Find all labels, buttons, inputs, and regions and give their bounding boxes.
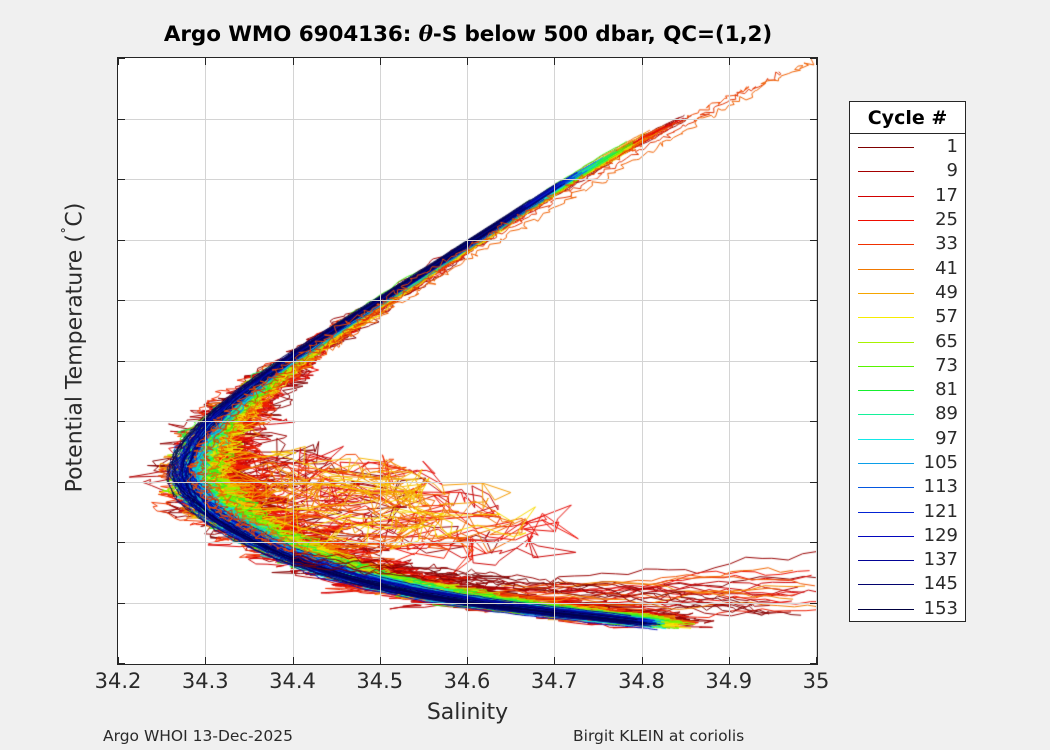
legend-item-label: 17 [935,184,958,206]
legend-item-label: 97 [935,427,958,449]
legend-color-swatch [858,147,914,149]
theta-symbol: θ [418,22,433,47]
legend-color-swatch [858,390,914,392]
legend-item[interactable]: 41 [850,256,965,280]
x-tick-label: 34.3 [181,669,229,693]
legend-item[interactable]: 89 [850,402,965,426]
legend-item[interactable]: 137 [850,548,965,572]
x-axis-tick [816,657,817,664]
legend-color-swatch [858,171,914,173]
legend-item-label: 9 [946,160,958,182]
legend-item[interactable]: 97 [850,427,965,451]
legend-item-label: 145 [923,573,958,595]
legend-color-swatch [858,292,914,294]
legend-item-label: 129 [923,524,958,546]
legend-title: Cycle # [850,102,965,134]
plot-area[interactable] [117,57,818,665]
legend-color-swatch [858,511,914,513]
legend-color-swatch [858,608,914,610]
legend-item[interactable]: 57 [850,305,965,329]
legend-color-swatch [858,244,914,246]
legend-item-label: 81 [935,379,958,401]
legend-item-label: 89 [935,403,958,425]
x-tick-label: 34.4 [269,669,316,693]
y-axis-label-suffix: C) [62,202,88,227]
title-prefix: Argo WMO 6904136: [163,22,419,47]
legend-item[interactable]: 17 [850,184,965,208]
page-title: Argo WMO 6904136: θ-S below 500 dbar, QC… [117,22,819,47]
ts-diagram-canvas [118,58,816,663]
legend-item-label: 105 [923,452,958,473]
legend-item-label: 113 [923,476,958,498]
x-tick-label: 35 [802,669,830,693]
y-axis-tick [118,663,125,664]
gridline-vertical [816,58,817,664]
legend-item[interactable]: 73 [850,354,965,378]
footer-author: Birgit KLEIN at coriolis [573,727,745,745]
y-axis-label: Potential Temperature (˚C) [61,88,88,608]
legend-item-label: 25 [935,209,958,231]
legend-color-swatch [858,463,914,464]
legend-item[interactable]: 9 [850,159,965,183]
x-tick-label: 34.2 [94,669,142,693]
legend-item[interactable]: 81 [850,378,965,402]
legend-color-swatch [858,365,914,367]
legend-item-label: 137 [923,549,958,571]
legend-item-label: 73 [935,354,958,376]
legend-color-swatch [858,317,914,319]
y-axis-tick [810,663,817,664]
x-axis-label: Salinity [426,700,509,725]
legend-item[interactable]: 49 [850,281,965,305]
legend-item[interactable]: 121 [850,499,965,523]
x-axis-tick [816,58,817,65]
x-tick-label: 34.5 [356,669,404,693]
legend-items: 1 9 17 25 33 41 49 57 65 73 81 89 97 105 113 121 129 137 1… [850,134,965,621]
legend-item[interactable]: 65 [850,329,965,353]
legend-item[interactable]: 129 [850,524,965,548]
legend-item[interactable]: 25 [850,208,965,232]
x-tick-label: 34.9 [705,669,753,693]
legend-item-label: 33 [935,233,958,255]
legend-item[interactable]: 33 [850,232,965,256]
title-suffix: -S below 500 dbar, QC=(1,2) [432,22,773,47]
footer-source: Argo WHOI 13-Dec-2025 [103,727,293,745]
legend-color-swatch [858,535,914,537]
legend-color-swatch [858,414,914,416]
legend-color-swatch [858,341,914,343]
degree-icon: ˚ [60,226,79,235]
legend-item-label: 1 [946,136,958,158]
legend-color-swatch [858,195,914,197]
legend-item-label: 49 [935,281,958,303]
legend-color-swatch [858,438,914,440]
x-tick-label: 34.8 [618,669,665,693]
legend-item[interactable]: 153 [850,597,965,621]
legend-color-swatch [858,560,914,562]
legend-item-label: 57 [935,306,958,328]
legend-item-label: 121 [923,500,958,522]
legend-item[interactable]: 145 [850,572,965,596]
legend-item[interactable]: 113 [850,475,965,499]
legend-color-swatch [858,487,914,489]
legend-item-label: 41 [935,257,958,279]
x-tick-label: 34.7 [530,669,578,693]
legend-box[interactable]: Cycle # 1 9 17 25 33 41 49 57 65 73 81 89 97 105 113 12… [849,101,966,622]
legend-item-label: 65 [935,330,958,352]
legend-item[interactable]: 105 [850,451,965,475]
legend-color-swatch [858,220,914,222]
y-axis-label-prefix: Potential Temperature ( [62,234,88,493]
legend-color-swatch [858,584,914,586]
legend-item-label: 153 [923,597,958,619]
legend-item[interactable]: 1 [850,135,965,159]
legend-color-swatch [858,268,914,270]
x-tick-label: 34.6 [443,669,491,693]
